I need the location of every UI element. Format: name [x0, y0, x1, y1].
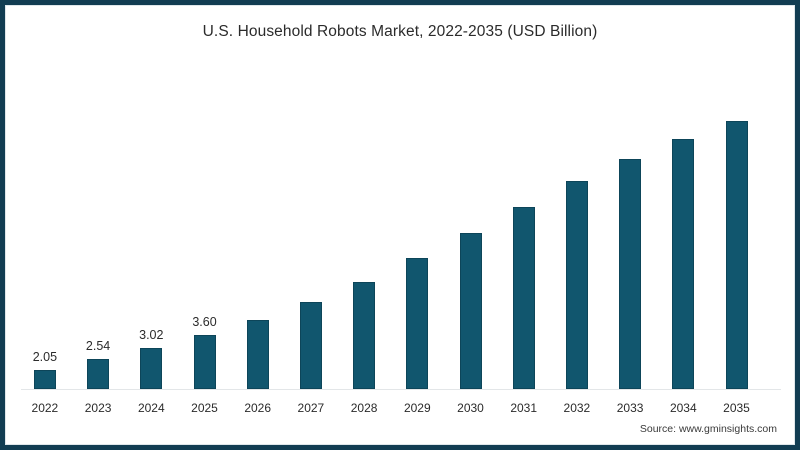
bar-group: 2034	[657, 5, 710, 445]
bar-group: 2029	[391, 5, 444, 445]
bar	[725, 120, 748, 389]
bar	[353, 281, 376, 389]
bar-group: 2026	[231, 5, 284, 445]
bar-value-label: 3.02	[139, 328, 164, 343]
x-axis-tick-label: 2030	[457, 401, 484, 415]
x-axis-tick-label: 2025	[191, 401, 218, 415]
bar	[33, 370, 56, 389]
source-attribution: Source: www.gminsights.com	[639, 423, 777, 435]
bar	[193, 335, 216, 389]
bar-value-label: 2.54	[85, 339, 111, 354]
bar	[87, 359, 110, 389]
bar	[512, 206, 535, 389]
bar	[672, 138, 695, 389]
bar-series: 2.05 2022 2.54 2023 3.02 2024 3.60 2025 2026 2027…	[5, 5, 795, 445]
bar	[299, 302, 322, 389]
x-axis-tick-label: 2022	[31, 401, 59, 415]
bar-group: 2032	[550, 5, 603, 445]
bar-group: 2033	[604, 5, 657, 445]
bar	[246, 320, 269, 389]
bar-group: 2028	[338, 5, 391, 445]
bar-value-label: 3.60	[192, 315, 217, 330]
plot-area: 2.05 2022 2.54 2023 3.02 2024 3.60 2025 2026 2027…	[5, 5, 795, 445]
bar-value-label: 2.05	[32, 350, 58, 364]
x-axis-tick-label: 2033	[616, 401, 644, 415]
bar-group: 3.60 2025	[178, 5, 231, 445]
page-title: U.S. Household Robots Market, 2022-2035 …	[202, 23, 598, 40]
bar	[140, 348, 163, 389]
bar-group: 2035	[710, 5, 763, 445]
bar-group: 2030	[444, 5, 497, 445]
x-axis-tick-label: 2035	[723, 401, 750, 415]
x-axis-tick-label: 2034	[669, 401, 697, 415]
x-axis-tick-label: 2027	[297, 401, 325, 415]
bar-group: 2.05 2022	[18, 5, 71, 445]
bar-group: 3.02 2024	[125, 5, 178, 445]
x-axis-tick-label: 2024	[137, 401, 165, 415]
x-axis-tick-label: 2028	[350, 401, 378, 415]
bar-group: 2.54 2023	[72, 5, 125, 445]
bar-group: 2027	[284, 5, 337, 445]
bar	[459, 232, 482, 389]
bar-group: 2031	[497, 5, 550, 445]
bar	[406, 258, 429, 389]
x-axis-tick-label: 2026	[244, 401, 272, 415]
x-axis-line	[21, 389, 781, 390]
bar	[565, 181, 588, 389]
x-axis-tick-label: 2032	[563, 401, 591, 415]
x-axis-tick-label: 2031	[510, 401, 538, 415]
bar	[619, 158, 642, 389]
x-axis-tick-label: 2029	[403, 401, 431, 415]
x-axis-tick-label: 2023	[84, 401, 112, 415]
